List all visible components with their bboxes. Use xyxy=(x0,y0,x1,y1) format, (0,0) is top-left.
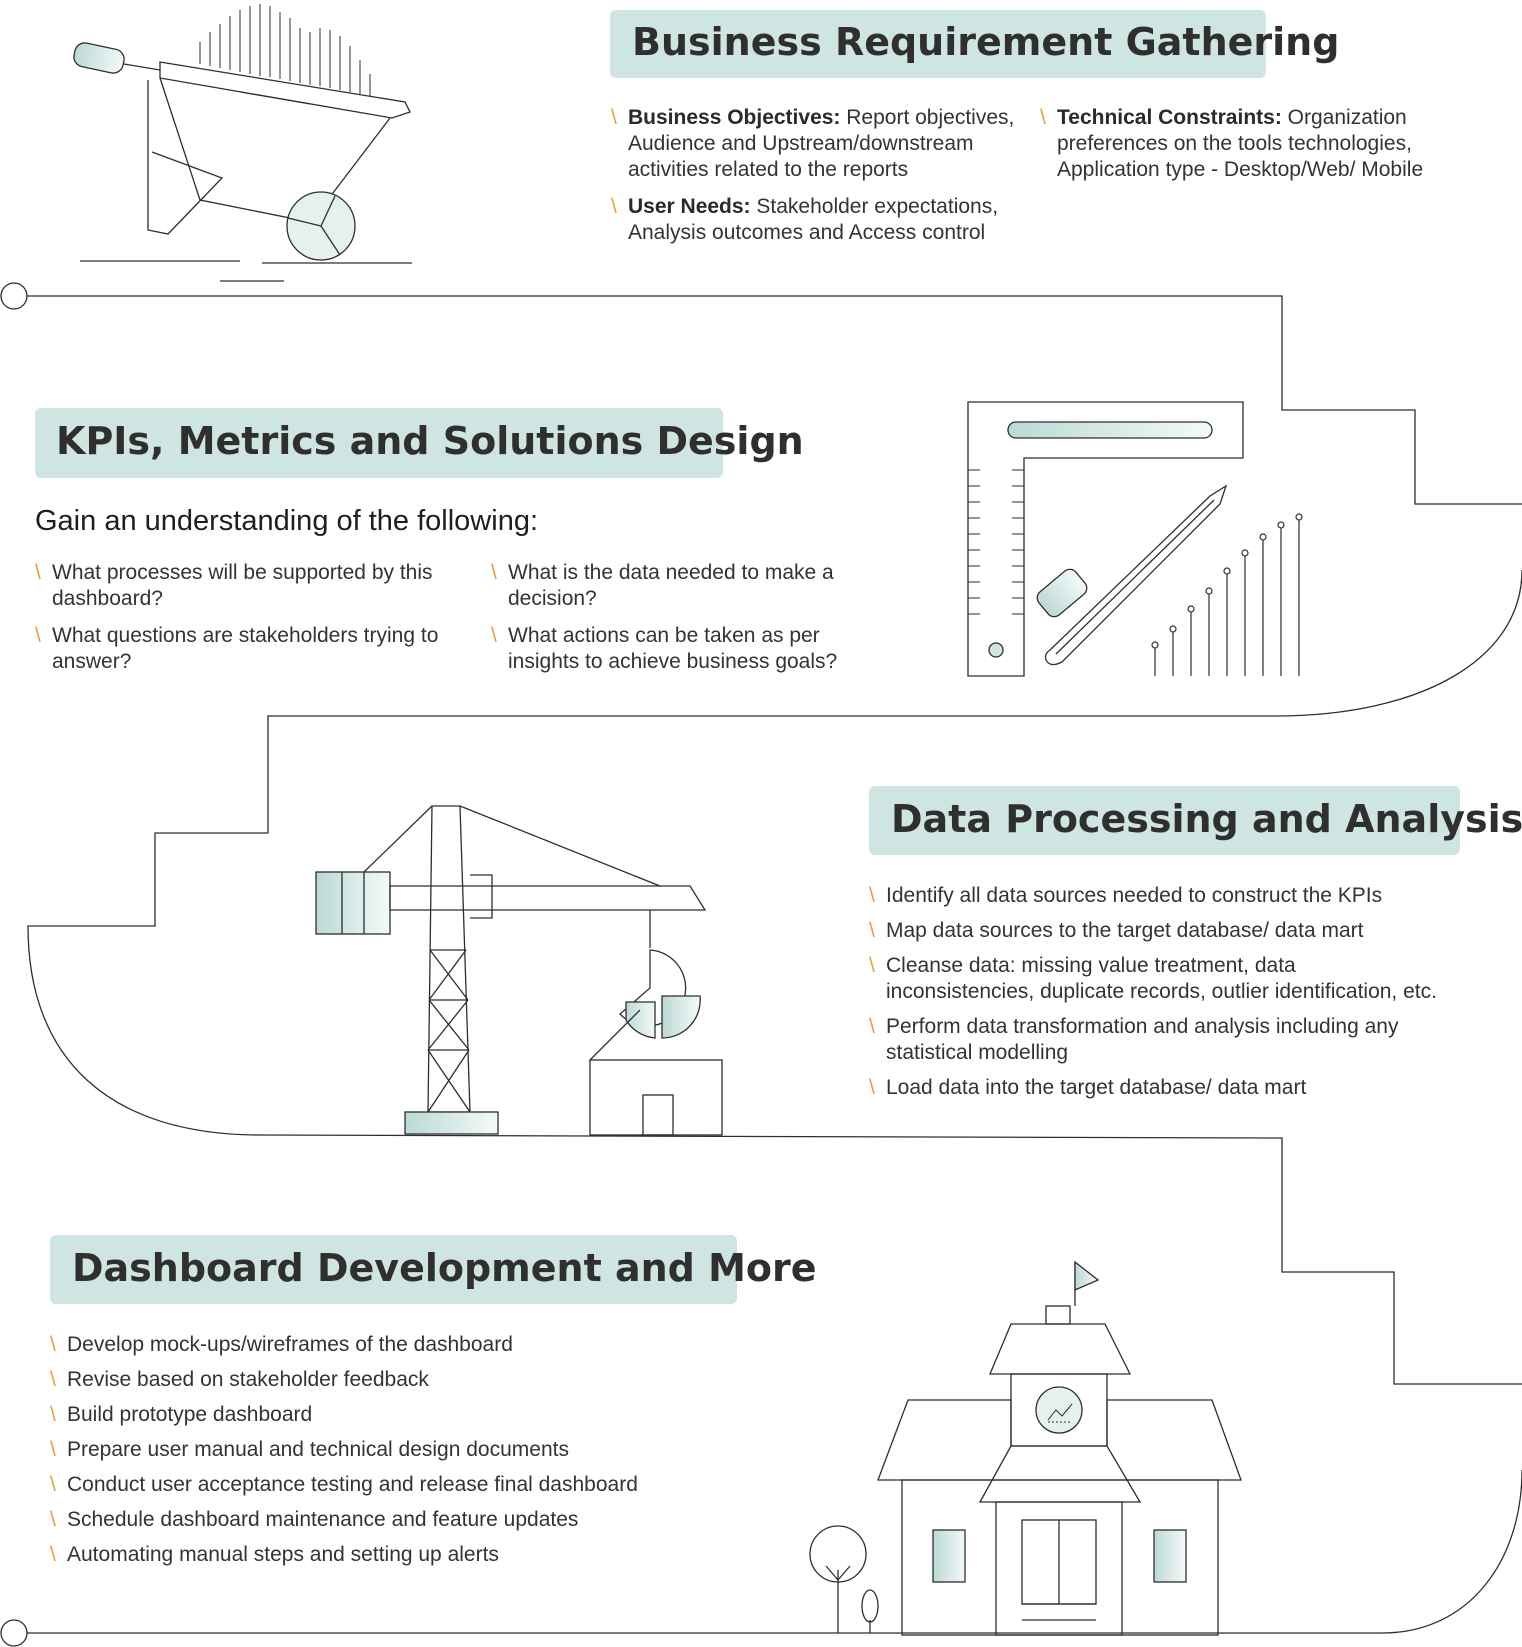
list-item-technical-constraints: Technical Constraints: Organization pref… xyxy=(1040,105,1480,183)
crane-icon xyxy=(315,805,723,1136)
wheelbarrow-icon xyxy=(73,4,412,282)
section4-list: Develop mock-ups/wireframes of the dashb… xyxy=(50,1332,750,1577)
list-item: Automating manual steps and setting up a… xyxy=(50,1542,750,1568)
list-item: Develop mock-ups/wireframes of the dashb… xyxy=(50,1332,750,1358)
list-item: Revise based on stakeholder feedback xyxy=(50,1367,750,1393)
building-icon xyxy=(809,1260,1242,1636)
title-text: Business Requirement Gathering xyxy=(632,20,1340,64)
list-item: Identify all data sources needed to cons… xyxy=(869,883,1449,909)
list-item: Map data sources to the target database/… xyxy=(869,918,1449,944)
list-item: Perform data transformation and analysis… xyxy=(869,1014,1449,1066)
list-item: Schedule dashboard maintenance and featu… xyxy=(50,1507,750,1533)
section-title-business-requirement: Business Requirement Gathering xyxy=(610,10,1340,78)
title-text: Data Processing and Analysis xyxy=(891,797,1522,841)
section1-list-left: Business Objectives: Report objectives, … xyxy=(611,105,1021,257)
title-text: KPIs, Metrics and Solutions Design xyxy=(56,419,804,463)
section2-list-right: What is the data needed to make a decisi… xyxy=(491,560,861,686)
section2-list-left: What processes will be supported by this… xyxy=(35,560,445,686)
section3-list: Identify all data sources needed to cons… xyxy=(869,883,1449,1110)
section-title-data-processing: Data Processing and Analysis xyxy=(869,786,1522,855)
section-title-kpis: KPIs, Metrics and Solutions Design xyxy=(35,408,804,478)
list-item-user-needs: User Needs: Stakeholder expectations, An… xyxy=(611,194,1021,246)
list-item: What questions are stakeholders trying t… xyxy=(35,623,445,675)
list-item: Load data into the target database/ data… xyxy=(869,1075,1449,1101)
section1-list-right: Technical Constraints: Organization pref… xyxy=(1040,105,1480,194)
flow-path xyxy=(27,295,1522,1634)
list-item: What actions can be taken as per insight… xyxy=(491,623,861,675)
list-item: Cleanse data: missing value treatment, d… xyxy=(869,953,1449,1005)
list-item: Prepare user manual and technical design… xyxy=(50,1437,750,1463)
section2-subtitle: Gain an understanding of the following: xyxy=(35,505,539,537)
list-item: What processes will be supported by this… xyxy=(35,560,445,612)
list-item: What is the data needed to make a decisi… xyxy=(491,560,861,612)
list-item: Conduct user acceptance testing and rele… xyxy=(50,1472,750,1498)
list-item: Build prototype dashboard xyxy=(50,1402,750,1428)
section-title-dashboard-development: Dashboard Development and More xyxy=(50,1235,817,1304)
end-node xyxy=(0,1619,28,1647)
ruler-pencil-icon xyxy=(967,401,1303,677)
start-node xyxy=(0,282,28,310)
list-item-business-objectives: Business Objectives: Report objectives, … xyxy=(611,105,1021,183)
title-text: Dashboard Development and More xyxy=(72,1246,817,1290)
